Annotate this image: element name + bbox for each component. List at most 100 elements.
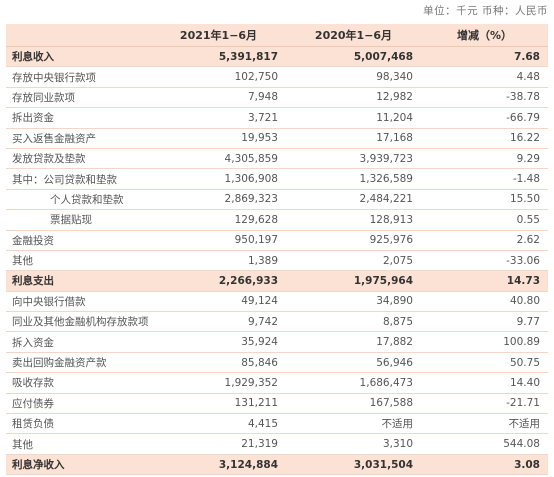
cell-2020: 128,913 — [286, 209, 421, 231]
cell-change: 14.40 — [421, 372, 548, 394]
cell-change: -38.78 — [421, 87, 548, 109]
row-label: 利息净收入 — [6, 454, 151, 476]
cell-2020: 925,976 — [286, 230, 421, 251]
cell-2020: 11,204 — [286, 107, 421, 129]
cell-2020: 17,882 — [286, 331, 421, 353]
cell-2020: 3,939,723 — [286, 148, 421, 170]
cell-change: 2.62 — [421, 230, 548, 251]
cell-2021: 1,929,352 — [151, 372, 286, 394]
table-row: 同业及其他金融机构存放款项 9,742 8,875 9.77 — [6, 311, 548, 333]
row-label: 买入返售金融资产 — [6, 128, 151, 149]
row-label: 同业及其他金融机构存放款项 — [6, 311, 151, 333]
cell-2020: 3,031,504 — [286, 454, 421, 476]
cell-change: 40.80 — [421, 291, 548, 313]
row-label: 发放贷款及垫款 — [6, 148, 151, 170]
row-label: 利息支出 — [6, 270, 151, 292]
row-label: 票据贴现 — [6, 209, 151, 231]
header-row: 2021年1−6月 2020年1−6月 增减（%） — [6, 24, 548, 47]
table-row: 租赁负债 4,415 不适用 不适用 — [6, 413, 548, 435]
cell-change: 544.08 — [421, 433, 548, 455]
row-label: 利息收入 — [6, 46, 151, 68]
cell-2020: 2,075 — [286, 250, 421, 272]
cell-change: 3.08 — [421, 454, 548, 476]
interest-income-table: 2021年1−6月 2020年1−6月 增减（%） 利息收入 5,391,817 5… — [6, 24, 548, 476]
cell-2020: 34,890 — [286, 291, 421, 313]
cell-2021: 35,924 — [151, 331, 286, 353]
row-label: 向中央银行借款 — [6, 291, 151, 313]
cell-2020: 1,975,964 — [286, 270, 421, 292]
cell-2020: 17,168 — [286, 128, 421, 149]
cell-change: 9.29 — [421, 148, 548, 170]
row-label: 其他 — [6, 250, 151, 272]
row-label: 其中：公司贷款和垫款 — [6, 168, 151, 190]
table-row-summary: 利息净收入 3,124,884 3,031,504 3.08 — [6, 454, 548, 476]
table-row: 拆入资金 35,924 17,882 100.89 — [6, 331, 548, 353]
cell-2021: 3,124,884 — [151, 454, 286, 476]
table-row: 发放贷款及垫款 4,305,859 3,939,723 9.29 — [6, 148, 548, 170]
cell-2021: 2,266,933 — [151, 270, 286, 292]
table-row: 其他 1,389 2,075 -33.06 — [6, 250, 548, 272]
cell-2021: 9,742 — [151, 311, 286, 333]
cell-change: 14.73 — [421, 270, 548, 292]
cell-2020: 5,007,468 — [286, 46, 421, 68]
cell-2021: 3,721 — [151, 107, 286, 129]
cell-2021: 49,124 — [151, 291, 286, 313]
cell-change: 9.77 — [421, 311, 548, 333]
header-2021: 2021年1−6月 — [151, 24, 286, 47]
cell-2020: 12,982 — [286, 87, 421, 109]
cell-2020: 不适用 — [286, 413, 421, 435]
row-label: 存放同业款项 — [6, 87, 151, 109]
cell-2021: 5,391,817 — [151, 46, 286, 68]
table-row: 票据贴现 129,628 128,913 0.55 — [6, 209, 548, 231]
row-label: 卖出回购金融资产款 — [6, 352, 151, 374]
table-row-summary: 利息收入 5,391,817 5,007,468 7.68 — [6, 46, 548, 68]
cell-2021: 1,389 — [151, 250, 286, 272]
cell-change: 50.75 — [421, 352, 548, 374]
cell-change: 不适用 — [421, 413, 548, 435]
cell-change: 0.55 — [421, 209, 548, 231]
cell-change: 4.48 — [421, 66, 548, 88]
header-change: 增减（%） — [421, 24, 548, 47]
cell-change: -1.48 — [421, 168, 548, 190]
cell-2020: 56,946 — [286, 352, 421, 374]
cell-change: -33.06 — [421, 250, 548, 272]
cell-2021: 19,953 — [151, 128, 286, 149]
table-row: 买入返售金融资产 19,953 17,168 16.22 — [6, 128, 548, 149]
table-row-summary: 利息支出 2,266,933 1,975,964 14.73 — [6, 270, 548, 292]
cell-change: -21.71 — [421, 393, 548, 415]
cell-2021: 1,306,908 — [151, 168, 286, 190]
unit-note: 单位：千元 币种：人民币 — [423, 5, 548, 17]
table-row: 卖出回购金融资产款 85,846 56,946 50.75 — [6, 352, 548, 374]
cell-2020: 3,310 — [286, 433, 421, 455]
table-row: 拆出资金 3,721 11,204 -66.79 — [6, 107, 548, 129]
cell-2021: 129,628 — [151, 209, 286, 231]
table-row: 向中央银行借款 49,124 34,890 40.80 — [6, 291, 548, 313]
row-label: 金融投资 — [6, 230, 151, 251]
cell-2020: 167,588 — [286, 393, 421, 415]
header-2020: 2020年1−6月 — [286, 24, 421, 47]
header-item — [6, 24, 151, 47]
row-label: 拆入资金 — [6, 331, 151, 353]
row-label: 拆出资金 — [6, 107, 151, 129]
table-row: 吸收存款 1,929,352 1,686,473 14.40 — [6, 372, 548, 394]
cell-2021: 21,319 — [151, 433, 286, 455]
cell-2021: 2,869,323 — [151, 189, 286, 211]
row-label: 其他 — [6, 433, 151, 455]
cell-2021: 7,948 — [151, 87, 286, 109]
row-label: 租赁负债 — [6, 413, 151, 435]
table-row: 应付债券 131,211 167,588 -21.71 — [6, 393, 548, 415]
cell-2021: 4,415 — [151, 413, 286, 435]
cell-2020: 1,686,473 — [286, 372, 421, 394]
row-label: 个人贷款和垫款 — [6, 189, 151, 211]
cell-2020: 2,484,221 — [286, 189, 421, 211]
cell-2020: 98,340 — [286, 66, 421, 88]
cell-2021: 131,211 — [151, 393, 286, 415]
cell-2021: 102,750 — [151, 66, 286, 88]
cell-change: 16.22 — [421, 128, 548, 149]
cell-change: 100.89 — [421, 331, 548, 353]
row-label: 应付债券 — [6, 393, 151, 415]
table-body: 利息收入 5,391,817 5,007,468 7.68 存放中央银行款项 102,75… — [6, 46, 548, 476]
cell-2021: 950,197 — [151, 230, 286, 251]
row-label: 吸收存款 — [6, 372, 151, 394]
table-row: 个人贷款和垫款 2,869,323 2,484,221 15.50 — [6, 189, 548, 211]
